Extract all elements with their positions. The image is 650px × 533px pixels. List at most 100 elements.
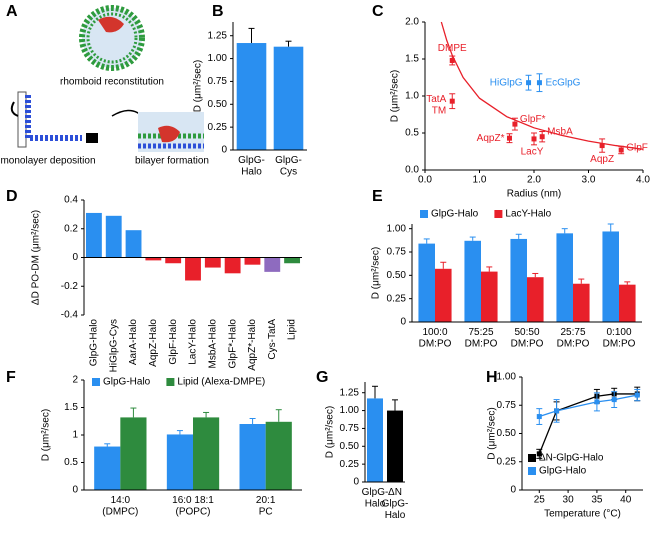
panel-letter: H (486, 369, 498, 386)
y-tick-label: 0 (510, 485, 516, 496)
point (512, 121, 518, 127)
legend-swatch (420, 210, 428, 218)
text-line: 75:25 (468, 327, 493, 338)
y-tick-label: 1.00 (387, 223, 407, 234)
bar (244, 257, 261, 265)
x-tick-label: GlpG-Halo (362, 487, 389, 510)
text-line: PC (259, 506, 273, 517)
bar (204, 257, 221, 268)
x-tick-label: MsbA-Halo (207, 319, 218, 369)
x-tick-label: 35 (591, 495, 603, 506)
y-tick-label: 0.5 (64, 457, 78, 468)
liposome (79, 5, 145, 71)
bar (464, 240, 481, 322)
x-tick-label: 75:25 DM:PO (465, 327, 498, 350)
y-tick-label: 0.50 (340, 441, 360, 452)
bar (94, 446, 121, 490)
y-tick-label: 0.50 (208, 99, 228, 110)
panel-letter: B (212, 3, 224, 20)
y-tick-label: 0.25 (208, 122, 228, 133)
liposome-inner (86, 12, 138, 64)
bar (125, 230, 142, 258)
x-tick-label: 1.0 (473, 175, 487, 186)
point-label: DMPE (438, 43, 467, 54)
legend-label: Lipid (Alexa-DMPE) (177, 377, 265, 388)
bar (166, 434, 193, 490)
bar (387, 410, 403, 482)
bar (510, 238, 527, 322)
y-tick-label: 0.0 (405, 165, 419, 176)
point-label: MsbA (547, 126, 573, 137)
panel-letter: D (6, 188, 18, 205)
bar (418, 243, 435, 322)
x-tick-label: HiGlpG-Cys (108, 319, 119, 372)
x-tick-label: 0:100 DM:PO (603, 327, 636, 350)
text-line: (POPC) (176, 506, 211, 517)
text-line: Halo (241, 166, 262, 177)
bar (239, 424, 266, 490)
legend-swatch (528, 467, 536, 475)
y-tick-label: 0.5 (405, 128, 419, 139)
bar (573, 283, 590, 322)
x-tick-label: Cys-TatA (267, 319, 278, 360)
diagram-label: monolayer deposition (0, 156, 95, 167)
x-tick-label: 0.0 (418, 175, 432, 186)
point (611, 397, 617, 403)
y-tick-label: -0.4 (61, 310, 79, 321)
legend-swatch (528, 454, 536, 462)
legend-swatch (166, 378, 175, 386)
line (538, 393, 638, 455)
panel-letter: A (6, 3, 18, 20)
text-line: 25:75 (560, 327, 585, 338)
legend-swatch (494, 210, 503, 218)
bar (527, 277, 544, 322)
y-tick-label: 1.00 (497, 372, 517, 383)
text-line: GlpG- (362, 487, 389, 498)
bar (602, 231, 619, 322)
y-tick-label: 1.25 (340, 387, 360, 398)
hook (10, 101, 19, 117)
x-tick-label: 25 (534, 495, 546, 506)
bar (224, 257, 241, 274)
legend-label: ΔN-GlpG-Halo (539, 453, 604, 464)
x-tick-label: GlpG-Halo (238, 155, 265, 178)
point (536, 451, 542, 457)
bar (165, 257, 182, 264)
bar (264, 257, 281, 272)
line (539, 394, 638, 418)
panel-letter: C (372, 3, 384, 20)
text-line: 100:0 (422, 327, 447, 338)
x-tick-label: 4.0 (636, 175, 650, 186)
point-label: GlpF* (520, 114, 546, 125)
point (594, 399, 600, 405)
legend-label: LacY-Halo (505, 209, 551, 220)
y-tick-label: 0 (72, 485, 78, 496)
x-tick-label: GlpG-Cys (275, 155, 302, 178)
y-tick-label: -0.2 (61, 281, 79, 292)
y-tick-label: 0 (400, 317, 406, 328)
text-line: DM:PO (511, 338, 544, 349)
x-axis-label: Temperature (°C) (544, 509, 621, 520)
y-tick-label: 0.25 (340, 459, 360, 470)
bar (481, 271, 498, 322)
y-axis-label: D (μm²/sec) (390, 70, 401, 122)
y-tick-label: 0.75 (340, 423, 360, 434)
y-tick-label: 2 (72, 375, 78, 386)
fit-curve (440, 21, 644, 150)
x-tick-label: GlpG-Halo (89, 319, 100, 367)
y-tick-label: 0.75 (387, 247, 407, 258)
y-tick-label: 0.4 (64, 195, 78, 206)
x-tick-label: GlpF-Halo (168, 319, 179, 365)
y-axis-label: D (μm²/sec) (371, 247, 382, 299)
bar (367, 398, 383, 482)
point-label: EcGlpG (545, 77, 580, 88)
bar (185, 257, 201, 281)
legend-swatch (92, 378, 100, 386)
text-line: 0:100 (606, 327, 631, 338)
rhomboid (158, 125, 180, 143)
x-tick-label: 40 (620, 495, 632, 506)
point-label: TatA TM (426, 94, 446, 117)
point (618, 147, 624, 153)
panel-letter: F (6, 369, 16, 386)
x-tick-label: AqpZ-Halo (148, 319, 159, 367)
